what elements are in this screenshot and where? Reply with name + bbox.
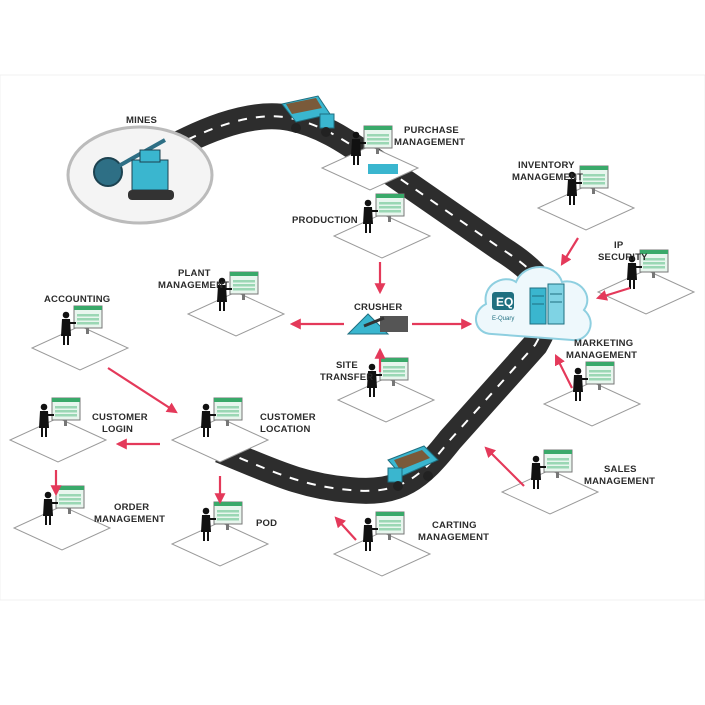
label-order-2: MANAGEMENT bbox=[94, 514, 165, 525]
svg-text:EQ: EQ bbox=[496, 295, 513, 309]
crusher-node[interactable] bbox=[346, 313, 408, 335]
equary-logo-icon: EQ bbox=[492, 292, 514, 310]
arrow-marketing-hub bbox=[555, 354, 573, 389]
label-sales-2: MANAGEMENT bbox=[584, 476, 655, 487]
label-plant-2: MANAGEMENT bbox=[158, 280, 229, 291]
label-customer-location-1: CUSTOMER bbox=[260, 412, 316, 423]
label-pod: POD bbox=[256, 518, 277, 529]
arrow-inventory-hub bbox=[560, 237, 579, 266]
mines-label: MINES bbox=[126, 115, 157, 126]
labels: PURCHASE MANAGEMENT INVENTORY MANAGEMENT… bbox=[44, 125, 655, 543]
label-carting-2: MANAGEMENT bbox=[418, 532, 489, 543]
excavator-icon bbox=[93, 138, 174, 200]
label-inventory-1: INVENTORY bbox=[518, 160, 575, 171]
label-plant-1: PLANT bbox=[178, 268, 211, 279]
arrow-carting-road bbox=[334, 516, 357, 541]
label-production: PRODUCTION bbox=[292, 215, 358, 226]
label-marketing-2: MANAGEMENT bbox=[566, 350, 637, 361]
server-rack-icon bbox=[529, 283, 565, 325]
equary-cloud-hub[interactable]: EQ E-Quary bbox=[475, 266, 592, 342]
label-carting-1: CARTING bbox=[432, 520, 477, 531]
label-purchase-1: PURCHASE bbox=[404, 125, 459, 136]
label-accounting: ACCOUNTING bbox=[44, 294, 110, 305]
station-purchase[interactable] bbox=[321, 125, 419, 191]
label-order-1: ORDER bbox=[114, 502, 149, 513]
label-site-2: TRANSFER bbox=[320, 372, 373, 383]
purchase-device-icon bbox=[368, 164, 398, 174]
label-customer-login-2: LOGIN bbox=[102, 424, 133, 435]
label-ip-2: SECURITY bbox=[598, 252, 648, 263]
arrow-sales-road bbox=[484, 446, 525, 487]
label-sales-1: SALES bbox=[604, 464, 637, 475]
label-site-1: SITE bbox=[336, 360, 358, 371]
crusher-machine-icon bbox=[380, 316, 408, 332]
arrow-accounting-location bbox=[107, 367, 178, 414]
dump-truck-top-icon bbox=[281, 95, 335, 137]
label-ip-1: IP bbox=[614, 240, 624, 251]
equary-logo-text: E-Quary bbox=[492, 316, 514, 322]
label-customer-login-1: CUSTOMER bbox=[92, 412, 148, 423]
dump-truck-bottom-icon bbox=[387, 445, 439, 491]
mines-node[interactable]: MINES bbox=[66, 115, 214, 225]
flow-arrows bbox=[50, 237, 631, 541]
label-purchase-2: MANAGEMENT bbox=[394, 137, 465, 148]
label-customer-location-2: LOCATION bbox=[260, 424, 311, 435]
label-crusher: CRUSHER bbox=[354, 302, 402, 313]
label-marketing-1: MARKETING bbox=[574, 338, 633, 349]
label-inventory-2: MANAGEMENT bbox=[512, 172, 583, 183]
arrow-ip-hub bbox=[595, 286, 631, 301]
